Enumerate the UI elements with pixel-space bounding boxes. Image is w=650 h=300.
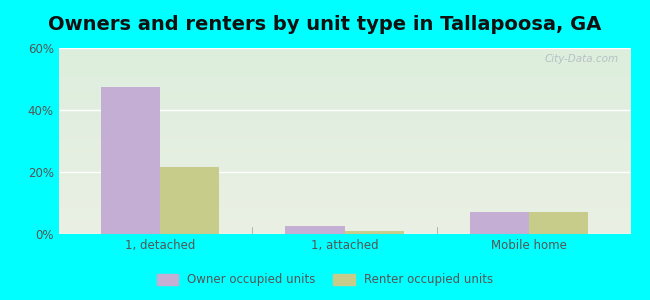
Text: City-Data.com: City-Data.com (545, 54, 619, 64)
Bar (344, 231, 404, 234)
Bar (529, 212, 588, 234)
Text: Owners and renters by unit type in Tallapoosa, GA: Owners and renters by unit type in Talla… (48, 15, 602, 34)
Legend: Owner occupied units, Renter occupied units: Owner occupied units, Renter occupied un… (152, 269, 498, 291)
Bar (160, 167, 219, 234)
Bar (101, 87, 160, 234)
Bar (285, 226, 345, 234)
Bar (470, 212, 529, 234)
